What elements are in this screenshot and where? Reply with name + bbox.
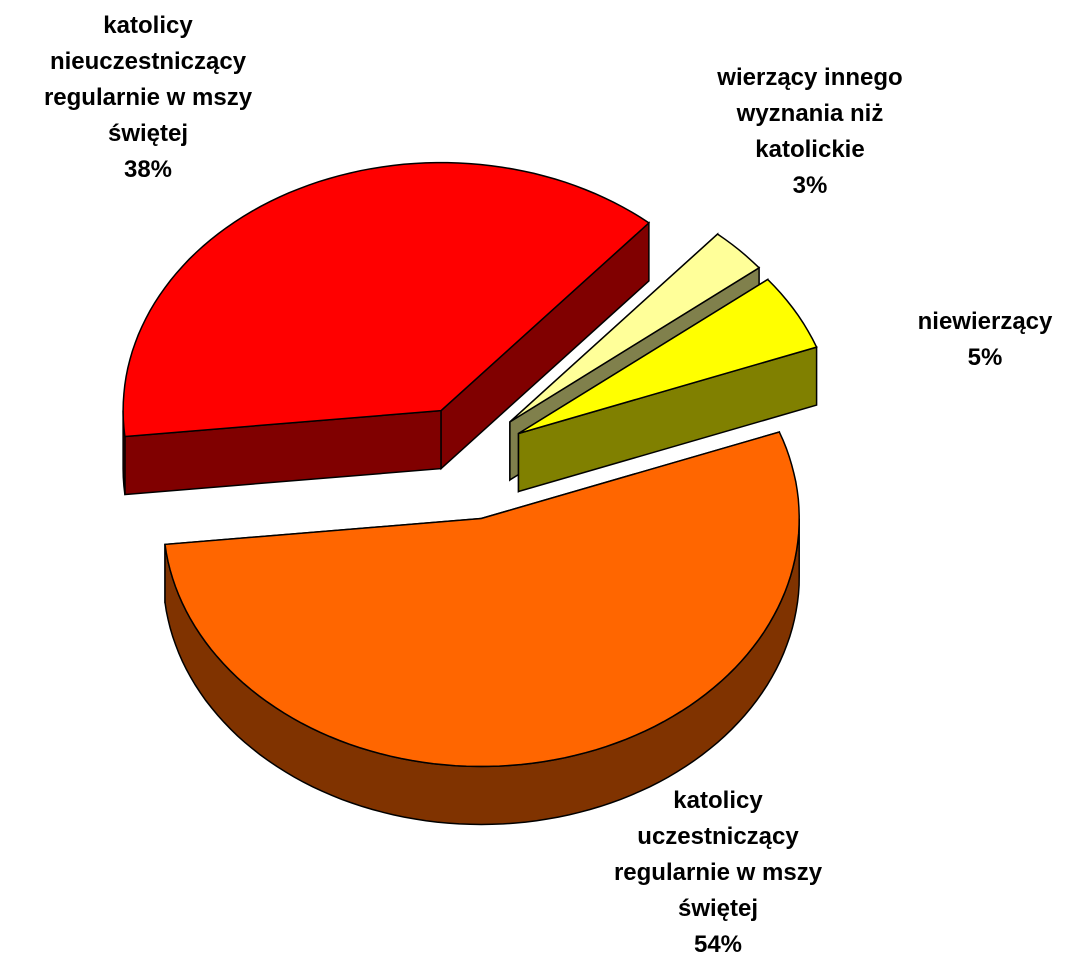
value-label: 3% [792, 172, 828, 199]
slice [164, 431, 800, 768]
slice [518, 278, 818, 435]
slice-label: katolicy uczestniczący regularnie w mszy… [614, 783, 822, 963]
category-label: wierzący innego wyznania niż katolickie [717, 64, 903, 163]
slice-label: wierzący innego wyznania niż katolickie 3… [717, 60, 902, 204]
category-label: niewierzący [917, 308, 1053, 335]
slice [122, 161, 651, 438]
value-label: 38% [123, 156, 173, 183]
slice [509, 233, 761, 423]
category-label: katolicy uczestniczący regularnie w mszy… [613, 787, 823, 922]
slice-label: katolicy nieuczestniczący regularnie w m… [44, 8, 252, 188]
value-label: 54% [693, 931, 743, 958]
value-label: 5% [967, 344, 1003, 371]
slice-label: niewierzący 5% [918, 304, 1053, 376]
category-label: katolicy nieuczestniczący regularnie w m… [43, 12, 253, 147]
